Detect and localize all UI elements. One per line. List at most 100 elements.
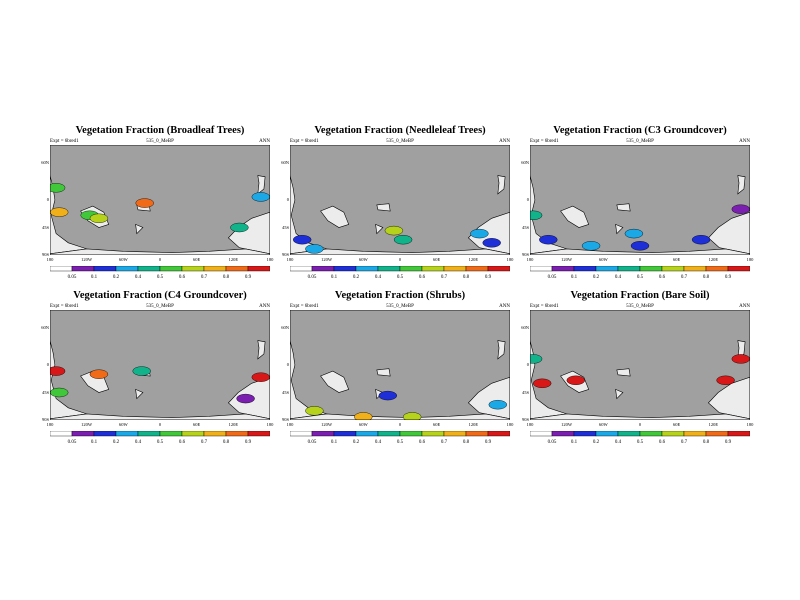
colorbar-swatch: [225, 431, 249, 437]
colorbar-swatch: [551, 266, 575, 272]
lon-tick-label: 120E: [708, 422, 719, 427]
colorbar-swatch: [71, 431, 95, 437]
colorbar-swatch: [595, 266, 619, 272]
colorbar-swatch: [93, 266, 117, 272]
lat-tick-label: 0: [46, 362, 49, 367]
fraction-patch: [305, 406, 324, 416]
colorbar-swatch: [705, 266, 729, 272]
colorbar-level-label: 0.2: [593, 440, 600, 445]
colorbar-swatch: [203, 431, 227, 437]
colorbar-level-label: 0.7: [441, 275, 448, 280]
land-outline: [615, 388, 624, 400]
colorbar-level-label: 0.6: [419, 440, 426, 445]
panel-title: Vegetation Fraction (Shrubs): [334, 290, 466, 301]
fraction-patch: [135, 198, 154, 208]
lon-tick-label: 180: [746, 257, 754, 262]
colorbar-swatch: [443, 431, 467, 437]
colorbar-level-label: 0.1: [91, 275, 98, 280]
colorbar-level-label: 0.05: [68, 275, 77, 280]
land-outline: [615, 223, 624, 235]
colorbar-swatch: [355, 266, 379, 272]
lon-tick-label: 60W: [598, 422, 608, 427]
land-outline: [737, 175, 746, 195]
fraction-patch: [731, 204, 750, 214]
colorbar-swatch: [595, 431, 619, 437]
run-label: 535_0_MeBP: [626, 139, 654, 144]
colorbar-swatch: [683, 266, 707, 272]
lat-tick-label: 90S: [41, 252, 49, 257]
colorbar-level-label: 0.4: [615, 440, 622, 445]
fraction-patch: [50, 387, 69, 398]
lon-tick-label: 120W: [321, 257, 333, 262]
map-plot: [50, 310, 270, 420]
land-outline: [497, 340, 506, 360]
land-outline: [530, 248, 750, 255]
colorbar-level-label: 0.4: [615, 275, 622, 280]
colorbar-swatch: [247, 431, 270, 437]
period-label: ANN: [739, 304, 750, 309]
land-outline: [257, 175, 266, 195]
colorbar-swatch: [333, 431, 357, 437]
colorbar-swatch: [465, 266, 489, 272]
land-outline: [290, 248, 510, 255]
colorbar: 0.05 0.1 0.2 0.4 0.5 0.6 0.7 0.8 0.9: [530, 266, 750, 280]
colorbar-swatch: [487, 266, 510, 272]
colorbar-swatch: [181, 431, 205, 437]
fraction-patch: [236, 393, 255, 404]
colorbar-swatch: [639, 266, 663, 272]
colorbar-swatch: [71, 266, 95, 272]
colorbar-level-label: 0.2: [113, 440, 120, 445]
panel-title: Vegetation Fraction (Broadleaf Trees): [75, 125, 245, 136]
colorbar-swatch: [377, 431, 401, 437]
period-label: ANN: [499, 139, 510, 144]
colorbar-level-label: 0.1: [331, 275, 338, 280]
colorbar-level-label: 0.2: [353, 275, 360, 280]
lon-tick-label: 60E: [433, 257, 441, 262]
land-outline: [257, 340, 266, 360]
lat-tick-label: 90S: [281, 417, 289, 422]
lat-tick-label: 90S: [281, 252, 289, 257]
lat-tick-label: 45S: [521, 389, 529, 395]
map-plot: [50, 145, 270, 255]
fraction-patch: [530, 210, 543, 220]
colorbar-swatch: [333, 266, 357, 272]
colorbar-level-label: 0.05: [308, 275, 317, 280]
colorbar-swatch: [617, 266, 641, 272]
colorbar-swatch: [727, 431, 750, 437]
colorbar-level-label: 0.2: [593, 275, 600, 280]
lat-tick-label: 60N: [521, 325, 529, 331]
land-outline: [530, 413, 750, 420]
land-outline: [616, 203, 631, 212]
map-plot: [530, 310, 750, 420]
lat-tick-label: 90S: [41, 417, 49, 422]
run-label: 535_0_MeBP: [626, 304, 654, 309]
colorbar-level-label: 0.4: [375, 440, 382, 445]
colorbar-swatch: [443, 266, 467, 272]
lon-tick-label: 180: [526, 422, 534, 427]
colorbar-level-label: 0.7: [201, 275, 208, 280]
fraction-patch: [532, 378, 552, 389]
experiment-label: Expt = 6bred1: [290, 139, 319, 144]
colorbar-swatch: [573, 431, 597, 437]
colorbar-level-label: 0.5: [157, 440, 164, 445]
colorbar-level-label: 0.2: [353, 440, 360, 445]
run-label: 535_0_MeBP: [386, 139, 414, 144]
lon-tick-label: 60W: [358, 257, 368, 262]
fraction-patch: [530, 354, 543, 364]
map-panel: Vegetation Fraction (C4 Groundcover) Expt…: [40, 290, 280, 470]
lat-tick-label: 60N: [41, 160, 49, 166]
fraction-patch: [691, 234, 711, 245]
colorbar-swatch: [50, 431, 73, 437]
period-label: ANN: [499, 304, 510, 309]
lon-tick-label: 180: [46, 257, 54, 262]
colorbar-level-label: 0.1: [571, 440, 578, 445]
colorbar-level-label: 0.5: [637, 275, 644, 280]
fraction-patch: [292, 234, 312, 245]
colorbar-swatch: [355, 431, 379, 437]
fraction-patch: [230, 222, 249, 233]
lat-tick-label: 90S: [521, 252, 529, 257]
colorbar-level-label: 0.4: [135, 440, 142, 445]
colorbar-swatch: [115, 266, 139, 272]
fraction-patch: [305, 244, 324, 254]
lon-tick-label: 180: [506, 257, 514, 262]
